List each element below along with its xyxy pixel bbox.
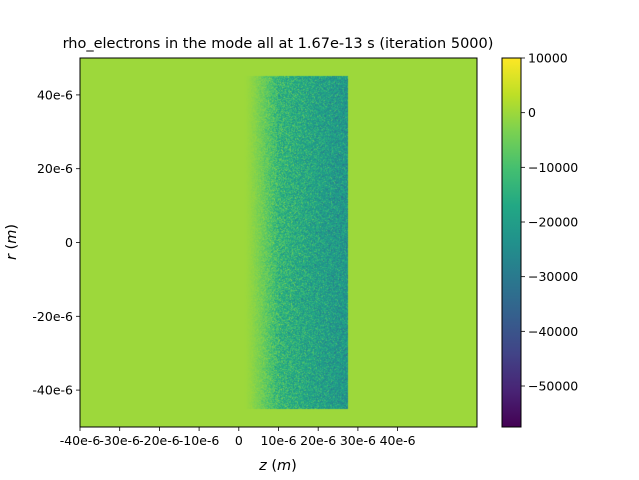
y-axis-label: r (m) xyxy=(4,224,20,260)
colorbar-fill xyxy=(502,58,521,427)
y-tick-label: -20e-6 xyxy=(32,309,73,324)
y-tick-label: -40e-6 xyxy=(32,383,73,398)
x-tick-label: 20e-6 xyxy=(300,433,336,448)
colorbar-tick-label: −40000 xyxy=(528,324,578,339)
y-axis-ticks: 40e-6 20e-6 0 -20e-6 -40e-6 xyxy=(32,87,80,398)
colorbar-tick-label: −10000 xyxy=(528,160,578,175)
y-axis-label-unit: m xyxy=(4,230,20,244)
y-tick-label: 20e-6 xyxy=(37,161,73,176)
x-tick-label: 10e-6 xyxy=(260,433,296,448)
colorbar-ticks: 10000 0 −10000 −20000 −30000 −40000 −50000 xyxy=(521,51,578,394)
x-tick-label: 0 xyxy=(235,433,243,448)
x-axis-label: z (m) xyxy=(258,458,297,474)
colorbar: 10000 0 −10000 −20000 −30000 −40000 −50000 xyxy=(501,51,578,428)
chart-title: rho_electrons in the mode all at 1.67e-1… xyxy=(63,36,494,52)
colorbar-tick-label: −20000 xyxy=(528,215,578,230)
x-axis-ticks: -40e-6 -30e-6 -20e-6 -10e-6 0 10e-6 20e-6 30e-6… xyxy=(60,427,416,448)
colorbar-tick-label: 10000 xyxy=(528,51,568,66)
colorbar-frame xyxy=(501,57,522,428)
x-axis-label-var: z xyxy=(258,458,267,474)
heatmap-image xyxy=(80,58,477,427)
y-tick-label: 0 xyxy=(65,235,73,250)
x-tick-label: -40e-6 xyxy=(60,433,101,448)
x-tick-label: -10e-6 xyxy=(179,433,220,448)
x-tick-label: -30e-6 xyxy=(99,433,140,448)
x-tick-label: 30e-6 xyxy=(340,433,376,448)
x-axis-label-unit: m xyxy=(277,458,291,474)
y-tick-label: 40e-6 xyxy=(37,87,73,102)
x-tick-label: -20e-6 xyxy=(139,433,180,448)
colorbar-tick-label: 0 xyxy=(528,105,536,120)
colorbar-tick-label: −30000 xyxy=(528,269,578,284)
x-tick-label: 40e-6 xyxy=(380,433,416,448)
colorbar-tick-label: −50000 xyxy=(528,379,578,394)
plot-area xyxy=(79,57,478,428)
y-axis-label-var: r xyxy=(4,253,20,260)
